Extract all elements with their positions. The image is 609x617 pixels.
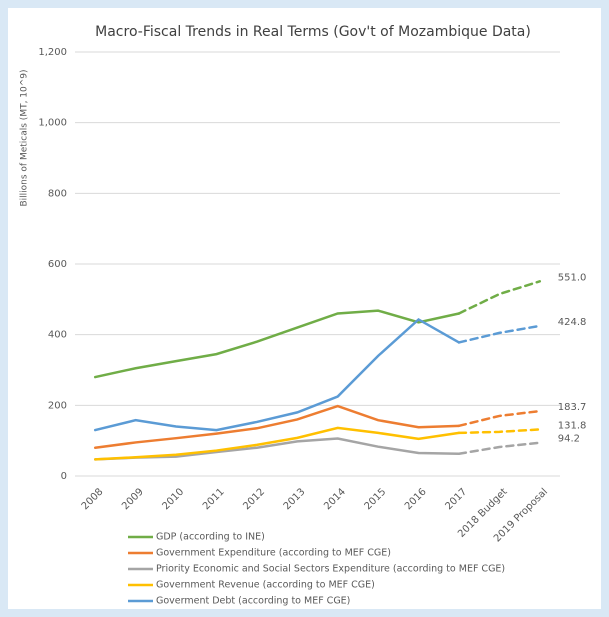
series-line-projected xyxy=(457,324,542,344)
y-tick-label: 0 xyxy=(61,471,67,482)
series-line xyxy=(93,426,461,461)
data-label: 94.2 xyxy=(558,434,580,445)
data-label: 424.8 xyxy=(558,317,587,328)
x-tick-label: 2014 xyxy=(322,486,348,512)
x-tick-label: 2012 xyxy=(241,486,267,512)
data-label: 183.7 xyxy=(558,402,587,413)
y-tick-label: 200 xyxy=(48,400,67,411)
x-tick-label: 2016 xyxy=(403,486,429,512)
chart: Macro-Fiscal Trends in Real Terms (Gov't… xyxy=(20,24,587,607)
series-line xyxy=(93,404,461,449)
y-tick-label: 400 xyxy=(48,330,67,341)
y-tick-label: 600 xyxy=(48,259,67,270)
x-tick-label: 2010 xyxy=(161,486,187,512)
x-tick-label: 2013 xyxy=(282,486,308,512)
x-tick-label: 2008 xyxy=(80,486,106,512)
series-line xyxy=(93,317,461,432)
y-tick-label: 1,200 xyxy=(38,47,67,58)
x-tick-label: 2009 xyxy=(120,486,146,512)
series-line xyxy=(93,309,461,379)
data-label: 131.8 xyxy=(558,420,587,431)
y-axis-label: Billions of Meticals (MT, 10^9) xyxy=(20,69,30,206)
legend-label: Government Expenditure (according to MEF… xyxy=(156,548,391,559)
y-tick-label: 1,000 xyxy=(38,118,67,129)
data-label: 551.0 xyxy=(558,272,587,283)
y-tick-label: 800 xyxy=(48,188,67,199)
x-tick-label: 2017 xyxy=(443,486,469,512)
legend-label: Priority Economic and Social Sectors Exp… xyxy=(156,564,505,575)
x-tick-label: 2015 xyxy=(363,486,389,512)
legend-label: Goverment Debt (according to MEF CGE) xyxy=(156,596,350,607)
legend-label: GDP (according to INE) xyxy=(156,532,265,543)
chart-frame: Macro-Fiscal Trends in Real Terms (Gov't… xyxy=(8,8,601,609)
chart-title: Macro-Fiscal Trends in Real Terms (Gov't… xyxy=(95,24,531,40)
x-tick-label: 2011 xyxy=(201,486,227,512)
series-line-projected xyxy=(457,409,542,428)
series-line-projected xyxy=(457,441,542,455)
series-line-projected xyxy=(457,280,542,315)
series-line-projected xyxy=(457,428,542,435)
legend-label: Government Revenue (according to MEF CGE… xyxy=(156,580,375,591)
